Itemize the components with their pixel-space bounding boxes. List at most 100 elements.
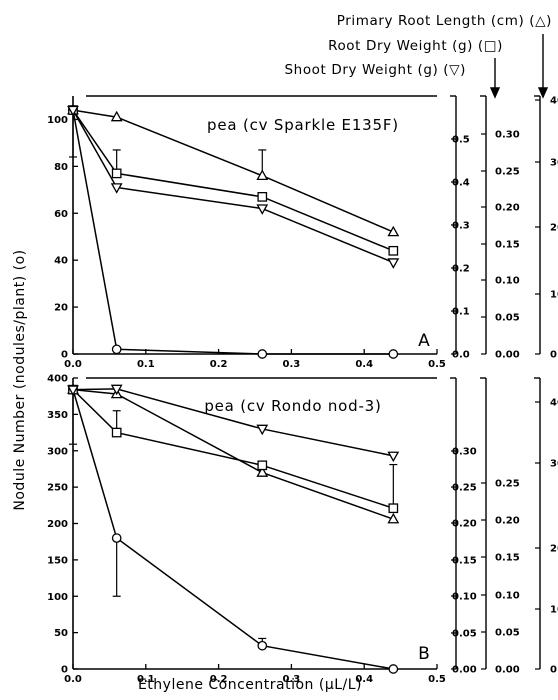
data-point-circle [388, 664, 399, 674]
right-tick-label-b: 0.10 [495, 591, 520, 602]
right-tick-label-b: 0.00 [495, 665, 520, 676]
x-axis-label: Ethylene Concentration (μL/L) [138, 677, 362, 693]
data-point-triangle-down [256, 204, 269, 215]
left-tick-label-b: 200 [47, 519, 68, 530]
series-triangle-down-b [67, 384, 400, 463]
series-line-triangle-up-a [72, 109, 394, 233]
left-tick-label-b: 350 [47, 410, 68, 421]
data-point-square [257, 460, 268, 471]
data-point-circle [111, 344, 122, 355]
x-tick-label-a: 0.4 [355, 359, 373, 370]
data-point-triangle-up [387, 225, 400, 237]
header-line-2: Root Dry Weight (g) (□) [328, 38, 503, 54]
x-tick-label-b: 0.1 [137, 674, 155, 685]
data-point-circle [111, 533, 122, 543]
series-line-triangle-up-b [72, 388, 394, 520]
data-point-square [388, 245, 399, 256]
x-tick-label-a: 0.5 [428, 359, 446, 370]
right-tick-label-b: 0 [550, 665, 557, 676]
x-tick-label-a: 0.3 [283, 359, 301, 370]
left-tick-label-a: 80 [54, 162, 68, 173]
left-tick-label-b: 250 [47, 483, 68, 494]
right-tick-label-b: 40 [550, 398, 558, 409]
right-tick-label-b: 0.20 [495, 516, 520, 527]
x-tick-label-b: 0.5 [428, 674, 446, 685]
right-tick-label-a: 0.00 [495, 350, 520, 361]
series-line-square-b [72, 389, 394, 509]
right-tick-label-b: 0.25 [452, 483, 477, 494]
data-point-triangle-down [67, 105, 79, 117]
right-tick-label-a: 20 [550, 223, 558, 234]
data-point-triangle-up [256, 466, 269, 477]
right-tick-label-b: 20 [550, 544, 558, 555]
x-tick-label-b: 0.0 [64, 674, 82, 685]
header-line-1: Primary Root Length (cm) (△) [337, 13, 552, 29]
x-tick-label-a: 0.1 [137, 359, 155, 370]
data-point-triangle-down [387, 258, 400, 269]
left-tick-label-b: 50 [54, 628, 68, 639]
panel-label-a: A [418, 331, 430, 351]
right-tick-label-a: 0.30 [495, 130, 520, 141]
header-line-3: Shoot Dry Weight (g) (▽) [285, 62, 467, 78]
right-tick-label-a: 40 [550, 96, 558, 107]
right-tick-label-a: 0.3 [452, 221, 470, 232]
right-tick-label-b: 0.15 [452, 556, 477, 567]
left-tick-label-b: 400 [47, 374, 68, 385]
data-point-triangle-down [110, 183, 123, 194]
left-tick-label-a: 20 [54, 303, 68, 314]
right-tick-label-a: 0.2 [452, 264, 470, 275]
x-tick-label-b: 0.4 [355, 674, 373, 685]
y-axis-label: Nodule Number (nodules/plant) (o) [12, 249, 28, 510]
series-line-triangle-down-a [72, 109, 394, 264]
data-point-triangle-up [387, 512, 400, 524]
right-tick-label-b: 0.30 [452, 447, 477, 458]
panel-title-b: pea (cv Rondo nod-3) [204, 397, 381, 415]
data-point-circle [257, 349, 268, 359]
header-arrows [489, 34, 549, 99]
right-tick-label-a: 0.0 [452, 350, 470, 361]
data-point-circle [388, 349, 399, 359]
data-point-triangle-down [67, 385, 79, 396]
left-tick-label-a: 40 [54, 256, 68, 267]
right-tick-label-a: 0.20 [495, 203, 520, 214]
right-tick-label-b: 0.05 [495, 628, 520, 639]
right-tick-label-b: 0.10 [452, 592, 477, 603]
right-tick-label-a: 30 [550, 158, 558, 169]
right-tick-label-a: 0.1 [452, 307, 470, 318]
data-point-square [257, 192, 268, 202]
panel-title-a: pea (cv Sparkle E135F) [207, 116, 399, 134]
data-point-square [111, 168, 122, 179]
series-line-circle-a [72, 109, 394, 355]
left-tick-label-a: 100 [47, 115, 68, 126]
data-point-triangle-down [256, 424, 269, 436]
x-tick-label-b: 0.3 [283, 674, 301, 685]
left-tick-label-b: 300 [47, 446, 68, 457]
right-tick-label-a: 0.25 [495, 167, 520, 178]
right-tick-label-b: 30 [550, 459, 558, 470]
data-point-triangle-up [256, 169, 269, 180]
x-tick-label-a: 0.0 [64, 359, 82, 370]
series-line-circle-b [72, 389, 394, 670]
left-tick-label-a: 0 [61, 350, 68, 361]
right-tick-label-a: 0.5 [452, 135, 470, 146]
right-tick-label-b: 0.20 [452, 519, 477, 530]
right-tick-label-b: 10 [550, 605, 558, 616]
data-point-triangle-down [387, 451, 400, 463]
data-point-square [388, 503, 399, 514]
arrow-head-root [489, 87, 501, 99]
right-tick-label-a: 0.15 [495, 240, 520, 251]
right-tick-label-a: 0.05 [495, 313, 520, 324]
left-tick-label-a: 60 [54, 209, 68, 220]
right-tick-label-a: 0 [550, 350, 557, 361]
x-tick-label-b: 0.2 [210, 674, 228, 685]
right-tick-label-a: 0.4 [452, 178, 470, 189]
left-tick-label-b: 100 [47, 592, 68, 603]
series-triangle-down-a [67, 105, 400, 269]
x-tick-label-a: 0.2 [210, 359, 228, 370]
data-point-square [111, 427, 122, 438]
series-line-triangle-down-b [72, 388, 394, 457]
data-point-triangle-down [110, 384, 123, 396]
